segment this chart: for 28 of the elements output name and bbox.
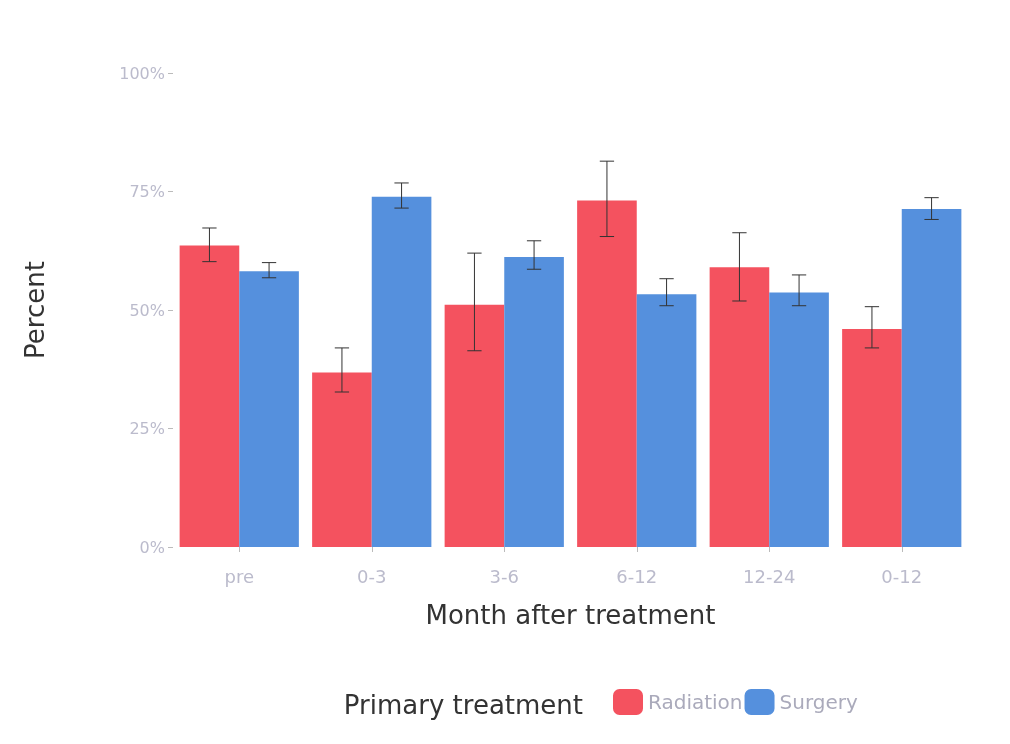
bar xyxy=(504,256,564,547)
bar xyxy=(901,209,962,547)
y-axis-title: Percent xyxy=(20,261,50,359)
x-tick-label: 3-6 xyxy=(489,565,519,587)
legend-label: Surgery xyxy=(779,690,858,714)
x-tick-label: 0-3 xyxy=(357,565,387,587)
y-tick-label: 25% xyxy=(129,419,165,438)
bar xyxy=(709,267,770,547)
legend-title: Primary treatment xyxy=(343,690,583,720)
bar xyxy=(636,294,697,547)
x-axis-title: Month after treatment xyxy=(425,600,716,630)
y-tick-label: 50% xyxy=(129,300,165,320)
y-tick-label: 0% xyxy=(139,537,165,557)
bar xyxy=(842,328,902,547)
bar xyxy=(769,292,829,547)
bar xyxy=(577,200,637,547)
bar xyxy=(371,196,432,547)
x-tick-label: 0-12 xyxy=(881,565,923,587)
bar xyxy=(239,271,299,547)
y-tick-label: 75% xyxy=(129,182,165,201)
x-tick-label: pre xyxy=(224,565,255,587)
bar xyxy=(444,304,505,547)
x-tick-label: 12-24 xyxy=(743,565,796,587)
x-tick-label: 6-12 xyxy=(616,565,658,587)
bar xyxy=(312,372,372,547)
legend-label: Radiation xyxy=(648,690,743,714)
y-tick-label: 100% xyxy=(119,63,165,83)
bar xyxy=(179,245,240,547)
